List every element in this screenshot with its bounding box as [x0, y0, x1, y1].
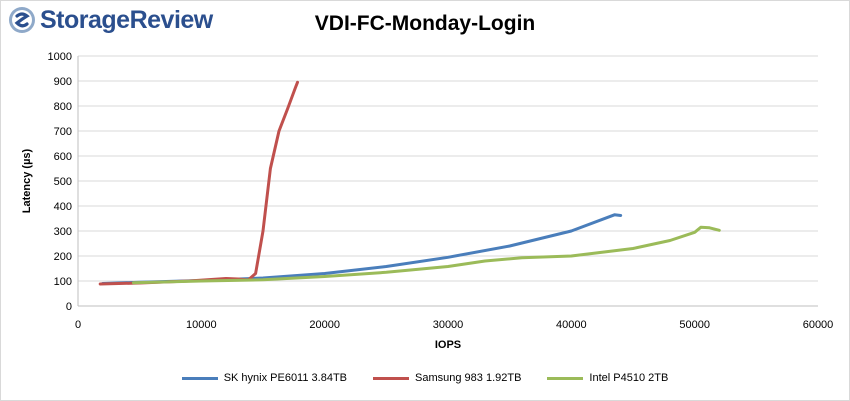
series-lines: [98, 80, 721, 286]
y-tick-label: 400: [54, 201, 72, 213]
y-tick-label: 700: [54, 126, 72, 138]
x-tick-label: 40000: [556, 319, 587, 331]
series-line-samsung-983-1-92tb: [98, 80, 299, 286]
y-tick-labels: 0 100 200 300 400 500 600 700 800 900 1000: [48, 51, 72, 313]
x-tick-label: 50000: [679, 319, 710, 331]
legend-item: Intel P4510 2TB: [547, 372, 668, 384]
logo-text: StorageReview: [40, 6, 213, 34]
storagereview-logo: StorageReview: [8, 6, 228, 36]
gridlines: [78, 55, 818, 282]
legend-item: SK hynix PE6011 3.84TB: [181, 372, 348, 384]
y-tick-label: 600: [54, 151, 72, 163]
series-line-intel-p4510-2tb: [132, 225, 721, 285]
y-tick-label: 0: [66, 301, 72, 313]
x-tick-label: 10000: [186, 319, 217, 331]
y-tick-label: 200: [54, 251, 72, 263]
chart-legend: SK hynix PE6011 3.84TB Samsung 983 1.92TB…: [0, 372, 850, 384]
x-tick-label: 0: [75, 319, 81, 331]
legend-label: SK hynix PE6011 3.84TB: [223, 372, 348, 384]
chart-title: VDI-FC-Monday-Login: [314, 12, 536, 35]
legend-swatch: [181, 376, 218, 380]
x-tick-label: 60000: [803, 319, 834, 331]
y-axis-label: Latency (µs): [21, 148, 33, 213]
y-tick-label: 300: [54, 226, 72, 238]
x-tick-labels: 0 10000 20000 30000 40000 50000 60000: [75, 319, 833, 331]
y-tick-label: 1000: [48, 51, 72, 63]
legend-item: Samsung 983 1.92TB: [373, 372, 521, 384]
y-tick-label: 500: [54, 176, 72, 188]
x-tick-label: 30000: [433, 319, 464, 331]
y-tick-label: 900: [54, 76, 72, 88]
y-tick-label: 100: [54, 276, 72, 288]
storagereview-logo-icon: [9, 7, 35, 33]
legend-label: Samsung 983 1.92TB: [415, 372, 522, 384]
axes: [77, 56, 818, 307]
x-tick-label: 20000: [309, 319, 340, 331]
legend-swatch: [547, 376, 584, 380]
legend-swatch: [373, 376, 410, 380]
y-tick-label: 800: [54, 101, 72, 113]
legend-label: Intel P4510 2TB: [589, 372, 669, 384]
x-axis-label: IOPS: [435, 339, 461, 351]
